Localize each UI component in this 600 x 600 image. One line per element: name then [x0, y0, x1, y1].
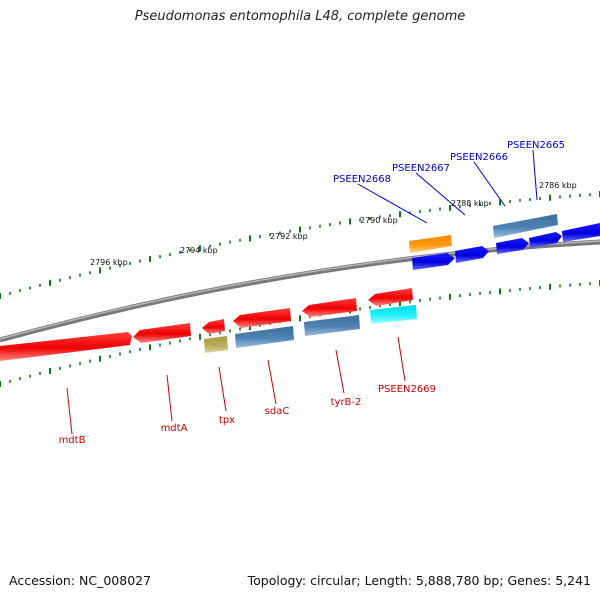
label-PSEEN2666[interactable]: PSEEN2666: [450, 152, 508, 163]
forward-gene-labels: PSEEN2665 PSEEN2666 PSEEN2667 PSEEN2668: [333, 140, 565, 185]
kbp-label-2796: 2796 kbp: [90, 258, 128, 267]
kbp-label-2792: 2792 kbp: [270, 232, 308, 241]
topology-text: Topology: circular; Length: 5,888,780 bp…: [247, 573, 591, 588]
callout-tpx: [218, 366, 227, 412]
forward-genes: [409, 214, 600, 270]
callout-PSEEN2667: [415, 172, 466, 216]
gene-PSEEN2666-arrow[interactable]: [455, 246, 489, 263]
kbp-labels: 2786 kbp 2788 kbp 2790 kbp 2792 kbp 2794…: [90, 181, 577, 267]
label-PSEEN2665[interactable]: PSEEN2665: [507, 140, 565, 151]
reverse-genes: [0, 288, 417, 361]
accession-text: Accession: NC_008027: [9, 573, 152, 588]
callout-mdtA: [166, 374, 173, 422]
callout-PSEEN2668: [357, 183, 428, 224]
forward-tick-ring: [0, 191, 600, 299]
gene-PSEEN2665-arrow[interactable]: [493, 214, 558, 238]
gene-tyrB-2-arrow[interactable]: [302, 298, 357, 317]
gene-PSEEN2667-arrow[interactable]: [412, 253, 455, 270]
callout-PSEEN2666: [473, 161, 506, 207]
gene-forward-blue-3[interactable]: [562, 223, 600, 242]
reverse-gene-labels: mdtB mdtA tpx sdaC tyrB-2 PSEEN2669: [59, 384, 436, 446]
gene-mdtA-arrow[interactable]: [133, 323, 191, 343]
kbp-label-2794: 2794 kbp: [180, 246, 218, 255]
gene-mdtB-upstream-olive[interactable]: [204, 336, 228, 353]
kbp-label-2790: 2790 kbp: [360, 216, 398, 225]
gene-sdaC-arrow[interactable]: [233, 308, 291, 328]
gene-PSEEN2668-arrow[interactable]: [409, 235, 452, 253]
callout-mdtB: [66, 387, 73, 435]
gene-forward-blue-1[interactable]: [496, 238, 529, 254]
gene-PSEEN2669-cyan[interactable]: [370, 305, 417, 324]
label-PSEEN2669[interactable]: PSEEN2669: [378, 384, 436, 395]
callout-lines: [66, 149, 538, 435]
callout-sdaC: [267, 359, 277, 405]
gene-tpx-arrow[interactable]: [202, 319, 225, 334]
gene-tyrB-2-steel[interactable]: [304, 315, 360, 336]
gene-mdtB-arrow[interactable]: [0, 332, 132, 361]
label-mdtB[interactable]: mdtB: [59, 435, 86, 446]
gene-forward-blue-2[interactable]: [529, 232, 562, 248]
label-tyrB-2[interactable]: tyrB-2: [331, 397, 362, 408]
gene-PSEEN2669-arrow-red[interactable]: [368, 288, 413, 306]
label-PSEEN2668[interactable]: PSEEN2668: [333, 174, 391, 185]
kbp-label-2786: 2786 kbp: [539, 181, 577, 190]
label-PSEEN2667[interactable]: PSEEN2667: [392, 163, 450, 174]
gene-sdaC-steel[interactable]: [235, 326, 294, 348]
label-sdaC[interactable]: sdaC: [265, 406, 290, 417]
callout-PSEEN2665: [532, 149, 538, 201]
callout-tyrB-2: [335, 349, 345, 394]
callout-PSEEN2669: [397, 336, 406, 382]
label-mdtA[interactable]: mdtA: [161, 423, 188, 434]
label-tpx[interactable]: tpx: [219, 415, 235, 426]
kbp-label-2788: 2788 kbp: [451, 199, 489, 208]
reverse-tick-ring: [0, 280, 600, 387]
map-title: Pseudomonas entomophila L48, complete ge…: [134, 9, 466, 24]
